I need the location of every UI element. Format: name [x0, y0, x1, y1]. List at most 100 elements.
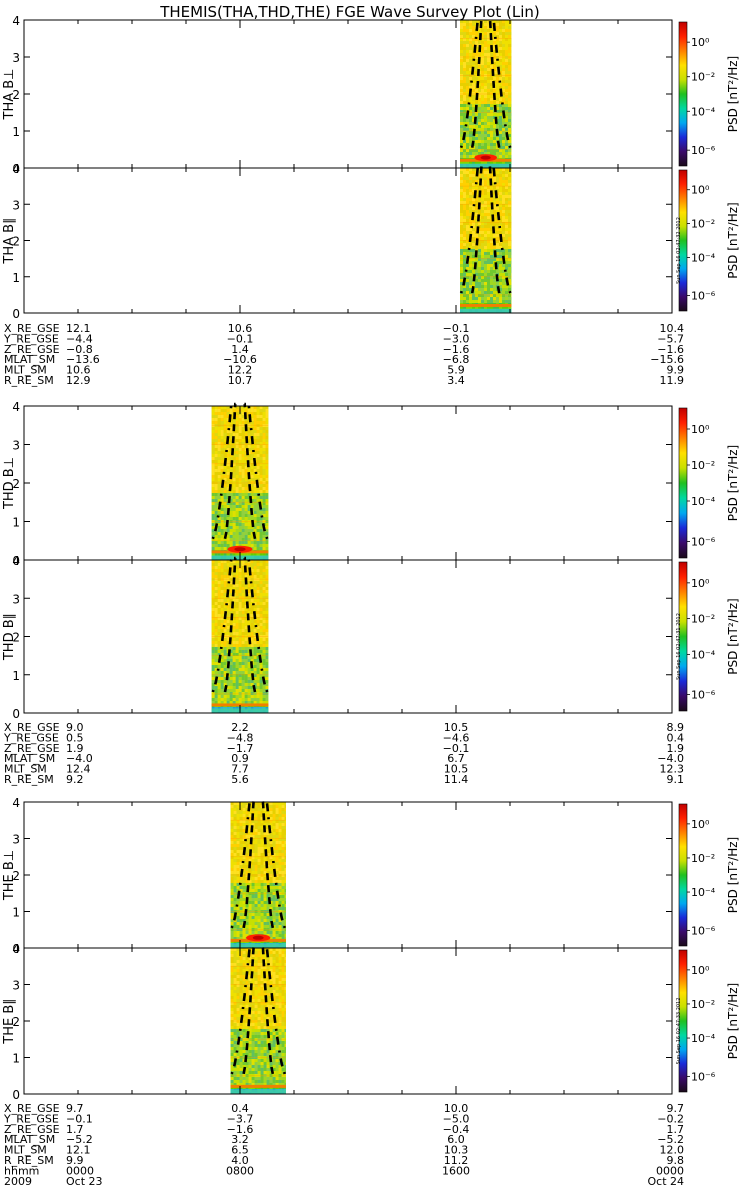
spectrogram-cell: [469, 143, 472, 146]
spectrogram-cell: [245, 835, 249, 838]
spectrogram-cell: [229, 505, 233, 508]
spectrogram-cell: [248, 844, 252, 847]
spectrogram-cell: [232, 532, 236, 535]
spectrogram-cell: [505, 189, 508, 192]
spectrogram-cell: [226, 647, 230, 650]
spectrogram-cell: [484, 86, 487, 89]
spectrogram-cell: [254, 802, 258, 805]
spectrogram-cell: [256, 466, 260, 469]
spectrogram-cell: [239, 886, 243, 889]
spectrogram-cell: [214, 674, 218, 677]
spectrogram-cell: [220, 445, 224, 448]
spectrogram-cell: [260, 847, 264, 850]
spectrogram-cell: [214, 547, 218, 550]
spectrogram-cell: [278, 928, 282, 931]
spectrogram-cell: [257, 892, 261, 895]
spectrogram-cell: [466, 252, 469, 255]
spectrogram-cell: [250, 445, 254, 448]
ephemeris-value: 0.9: [231, 752, 249, 765]
spectrogram-cell: [275, 838, 279, 841]
spectrogram-cell: [484, 50, 487, 53]
spectrogram-cell: [463, 201, 466, 204]
spectrogram-cell: [281, 931, 285, 934]
spectrogram-cell: [253, 544, 257, 547]
spectrogram-cell: [481, 146, 484, 149]
spectrogram-cell: [281, 808, 285, 811]
spectrogram-cell: [244, 626, 248, 629]
spectrogram-cell: [238, 692, 242, 695]
spectrogram-cell: [223, 572, 227, 575]
spectrogram-cell: [238, 629, 242, 632]
spectrogram-cell: [478, 252, 481, 255]
spectrogram-cell: [235, 517, 239, 520]
spectrogram-cell: [502, 152, 505, 155]
spectrogram-cell: [254, 925, 258, 928]
spectrogram-cell: [211, 475, 215, 478]
spectrogram-cell: [241, 478, 245, 481]
spectrogram-cell: [265, 665, 269, 668]
spectrogram-cell: [259, 415, 263, 418]
spectrogram-cell: [484, 285, 487, 288]
spectrogram-cell: [472, 210, 475, 213]
spectrogram-cell: [472, 47, 475, 50]
spectrogram-cell: [493, 134, 496, 137]
spectrogram-cell: [233, 814, 237, 817]
spectrogram-cell: [505, 300, 508, 303]
spectrogram-cell: [475, 228, 478, 231]
spectrogram-cell: [241, 635, 245, 638]
spectrogram-cell: [217, 587, 221, 590]
spectrogram-cell: [469, 216, 472, 219]
spectrogram-cell: [238, 671, 242, 674]
spectrogram-cell: [508, 189, 511, 192]
spectrogram-cell: [232, 605, 236, 608]
spectrogram-cell: [253, 514, 257, 517]
spectrogram-cell: [250, 466, 254, 469]
spectrogram-cell: [244, 517, 248, 520]
spectrogram-cell: [269, 871, 273, 874]
spectrogram-cell: [478, 26, 481, 29]
ephemeris-label: MLAT_SM: [4, 353, 55, 366]
spectrogram-cell: [281, 937, 285, 940]
spectrogram-cell: [269, 853, 273, 856]
spectrogram-cell: [229, 424, 233, 427]
spectrogram-cell: [499, 258, 502, 261]
spectrogram-cell: [466, 279, 469, 282]
spectrogram-cell: [475, 195, 478, 198]
spectrogram-cell: [238, 484, 242, 487]
spectrogram-cell: [247, 674, 251, 677]
spectrogram-cell: [478, 80, 481, 83]
spectrogram-cell: [508, 264, 511, 267]
spectrogram-cell: [250, 608, 254, 611]
spectrogram-cell: [472, 222, 475, 225]
spectrogram-cell: [460, 110, 463, 113]
spectrogram-cell: [265, 469, 269, 472]
spectrogram-cell: [260, 898, 264, 901]
spectrogram-cell: [472, 246, 475, 249]
spectrogram-cell: [502, 59, 505, 62]
spectrogram-cell: [254, 817, 258, 820]
spectrogram-cell: [211, 581, 215, 584]
spectrogram-cell: [499, 146, 502, 149]
spectrogram-cell: [269, 907, 273, 910]
spectrogram-cell: [254, 910, 258, 913]
spectrogram-cell: [247, 511, 251, 514]
spectrogram-cell: [223, 644, 227, 647]
y-tick-label: 4: [12, 162, 20, 176]
spectrogram-cell: [505, 125, 508, 128]
spectrogram-cell: [460, 279, 463, 282]
spectrogram-cell: [463, 204, 466, 207]
spectrogram-cell: [478, 282, 481, 285]
spectrogram-cell: [478, 240, 481, 243]
spectrogram-cell: [259, 424, 263, 427]
spectrogram-cell: [247, 502, 251, 505]
spectrogram-cell: [505, 86, 508, 89]
spectrogram-cell: [248, 835, 252, 838]
spectrogram-cell: [226, 644, 230, 647]
spectrogram-cell: [259, 532, 263, 535]
y-tick-label: 0: [12, 162, 20, 176]
spectrogram-cell: [481, 249, 484, 252]
spectrogram-cell: [493, 50, 496, 53]
spectrogram-cell: [281, 934, 285, 937]
spectrogram-cell: [244, 511, 248, 514]
spectrogram-cell: [235, 445, 239, 448]
